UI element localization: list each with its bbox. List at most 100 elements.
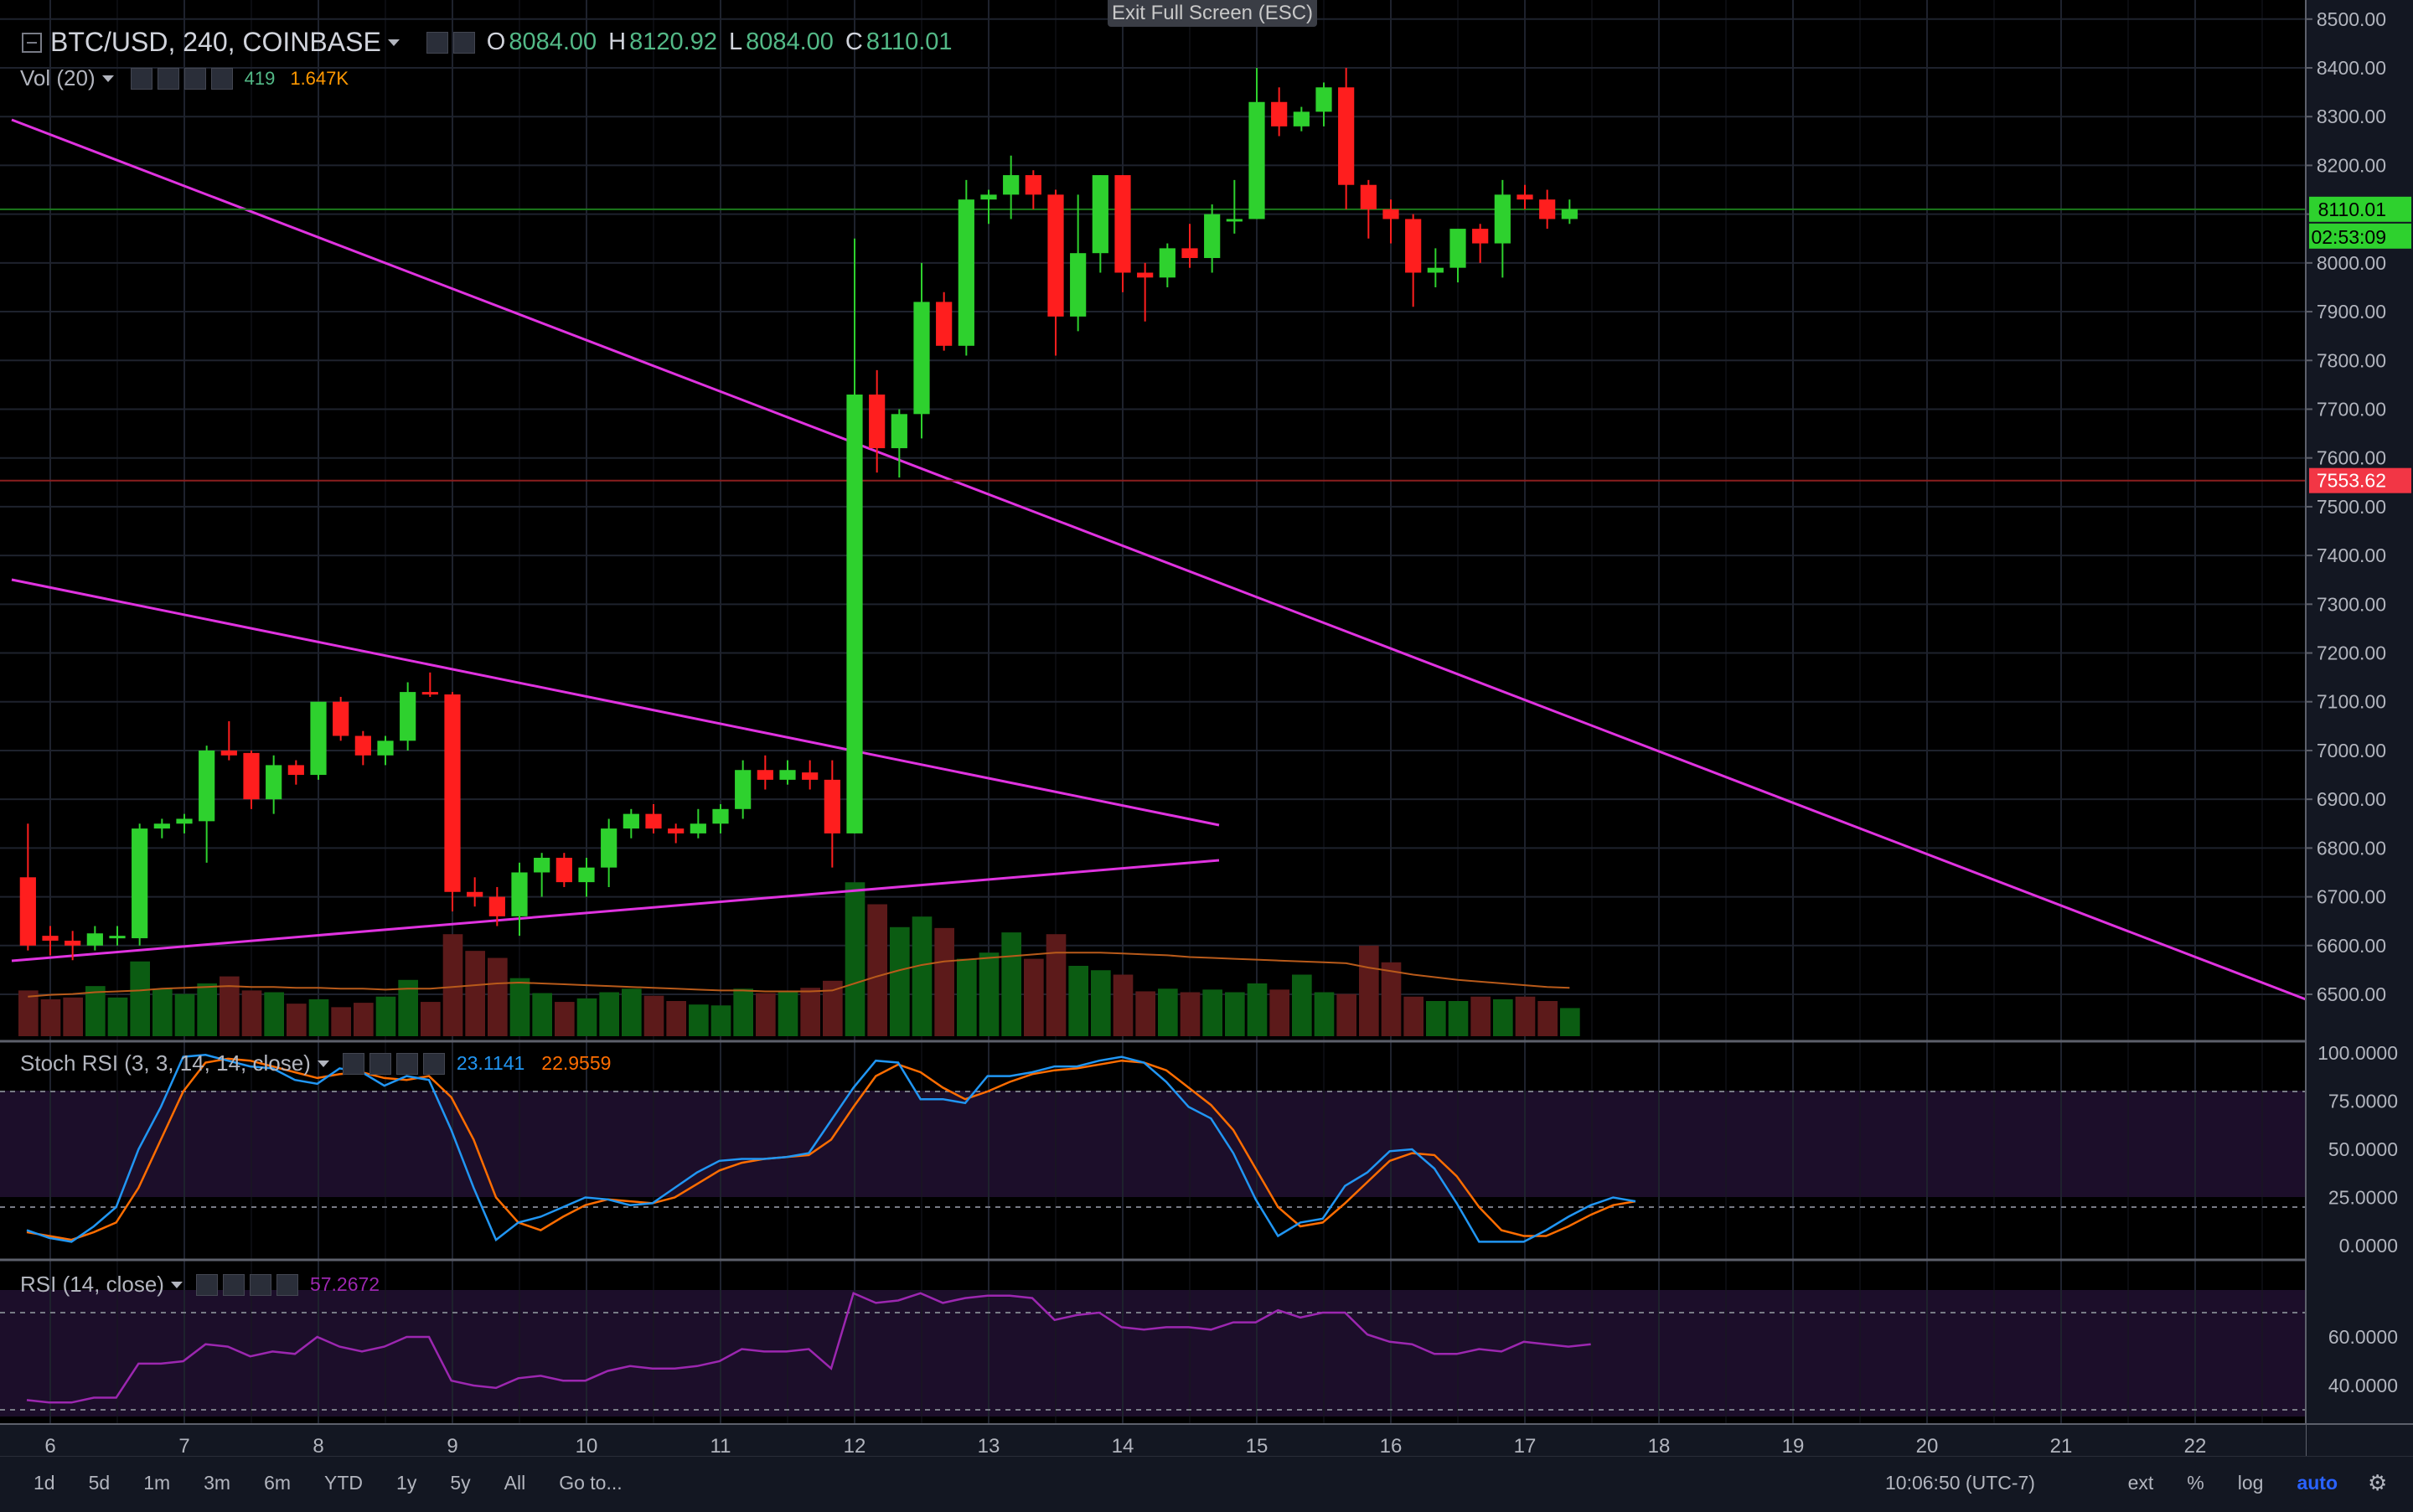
collapse-icon[interactable] [22,32,42,53]
candle-body [645,813,662,829]
volume-bar [1091,970,1111,1036]
volume-bar [421,1002,441,1036]
eye-icon[interactable] [130,67,152,90]
time-tick-label: 17 [1514,1435,1537,1458]
stoch-k-value: 23.1141 [456,1052,525,1074]
stoch-band [0,1091,2306,1197]
candle-body [1114,175,1131,273]
rsi-band [0,1290,2306,1417]
volume-bar [375,996,396,1036]
candle-body [690,823,706,833]
timeframe-ytd[interactable]: YTD [324,1471,364,1494]
rsi-tick-label: 40.0000 [2328,1375,2398,1396]
close-icon[interactable] [276,1273,298,1296]
clock[interactable]: 10:06:50 (UTC-7) [1885,1472,2035,1494]
gear-icon[interactable]: ⚙ [2368,1470,2388,1495]
eye-icon[interactable] [342,1052,364,1075]
percent-toggle[interactable]: % [2187,1471,2204,1494]
volume-label[interactable]: Vol (20) [20,65,96,90]
timeframe-6m[interactable]: 6m [264,1471,292,1494]
add-icon[interactable] [183,67,206,90]
timeframe-1y[interactable]: 1y [396,1471,417,1494]
alert-price-tag [2309,467,2411,493]
candle-body [1405,219,1422,273]
exit-fullscreen-button[interactable]: Exit Full Screen (ESC) [1108,0,1317,27]
volume-bar [890,926,910,1036]
open-value: 8084.00 [509,28,597,55]
timeframe-5y[interactable]: 5y [450,1471,471,1494]
volume-bar [1024,958,1044,1036]
volume-bar [1225,992,1245,1036]
candle-body [444,694,461,892]
gear-icon[interactable] [452,31,475,54]
add-icon[interactable] [395,1052,418,1075]
eye-icon[interactable] [195,1273,218,1296]
candle-body [757,770,773,780]
time-tick-label: 9 [447,1435,457,1458]
volume-bar [174,993,195,1036]
volume-bar [1135,991,1155,1036]
candle-body [846,395,863,833]
gear-icon[interactable] [222,1273,245,1296]
close-value: 8110.01 [865,28,953,55]
rsi-label[interactable]: RSI (14, close) [20,1272,164,1297]
candle-body [1047,194,1064,317]
candle-body [1092,175,1108,254]
timeframe-1m[interactable]: 1m [143,1471,171,1494]
volume-bar [488,957,508,1036]
rsi-legend: RSI (14, close) 57.2672 [20,1272,380,1298]
candle-body [1271,101,1288,126]
chevron-down-icon[interactable] [317,1060,329,1067]
stoch-rsi-label[interactable]: Stoch RSI (3, 3, 14, 14, close) [20,1050,311,1076]
timeframe-5d[interactable]: 5d [88,1471,111,1494]
volume-bar [1202,989,1222,1036]
ext-toggle[interactable]: ext [2127,1471,2154,1494]
candle-body [333,701,349,736]
close-icon[interactable] [422,1052,445,1075]
rsi-line [26,1292,1591,1404]
eye-icon[interactable] [426,31,448,54]
volume-bar [63,997,83,1036]
log-toggle[interactable]: log [2237,1471,2264,1494]
candle-body [1025,175,1041,195]
volume-ma-line [28,952,1570,998]
close-icon[interactable] [210,67,233,90]
time-tick-label: 10 [576,1435,598,1458]
price-tick-label: 6500.00 [2317,983,2386,1005]
time-tick-label: 11 [710,1435,731,1458]
stoch-tick-label: 50.0000 [2328,1138,2398,1160]
candle-body [1226,219,1243,222]
timeframe-1d[interactable]: 1d [34,1471,55,1494]
candle-body [19,877,36,946]
high-label: H [608,28,627,55]
gear-icon[interactable] [369,1052,391,1075]
timeframe-3m[interactable]: 3m [204,1471,231,1494]
chevron-down-icon[interactable] [387,39,400,46]
candle-body [623,813,639,829]
candle-body [1181,248,1198,259]
candle-body [1427,267,1444,273]
volume-bar [1046,934,1067,1036]
price-tick-label: 7900.00 [2317,301,2386,323]
goto-date-button[interactable]: Go to... [559,1471,623,1494]
time-tick-label: 6 [44,1435,55,1458]
candle-body [109,936,126,939]
volume-bar [1113,974,1134,1036]
time-tick-label: 14 [1112,1435,1134,1458]
volume-bar [442,934,463,1036]
candle-body [400,692,416,741]
candle-body [1137,272,1154,278]
volume-bar [1448,1001,1469,1036]
symbol-label[interactable]: BTC/USD, 240, COINBASE [50,27,381,57]
chevron-down-icon[interactable] [170,1281,183,1288]
time-tick-label: 22 [2184,1435,2207,1458]
auto-toggle[interactable]: auto [2297,1471,2338,1494]
chevron-down-icon[interactable] [101,75,114,82]
timeframe-all[interactable]: All [504,1471,526,1494]
gear-icon[interactable] [157,67,179,90]
candle-body [377,741,394,756]
add-icon[interactable] [249,1273,271,1296]
candle-body [1539,199,1556,219]
